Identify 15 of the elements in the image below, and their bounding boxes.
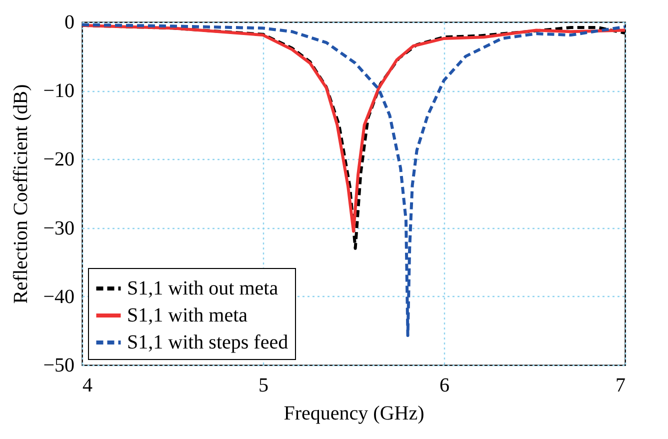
- x-tick-label: 5: [258, 374, 268, 396]
- y-tick-label: −30: [43, 217, 74, 240]
- x-tick-label: 7: [616, 374, 626, 396]
- y-axis-title: Reflection Coefficient (dB): [10, 84, 32, 304]
- x-tick-label: 4: [82, 374, 92, 396]
- x-axis-title: Frequency (GHz): [284, 402, 424, 424]
- legend-label: S1,1 with steps feed: [127, 332, 288, 354]
- y-tick-label: 0: [64, 12, 74, 34]
- y-tick-label: −20: [43, 148, 74, 171]
- y-tick-label: −40: [43, 286, 74, 308]
- x-tick-label: 6: [440, 374, 450, 396]
- legend-label: S1,1 with meta: [127, 304, 248, 326]
- y-tick-label: −10: [43, 80, 74, 102]
- legend-label: S1,1 with out meta: [127, 278, 278, 300]
- y-tick-label: −50: [43, 354, 74, 376]
